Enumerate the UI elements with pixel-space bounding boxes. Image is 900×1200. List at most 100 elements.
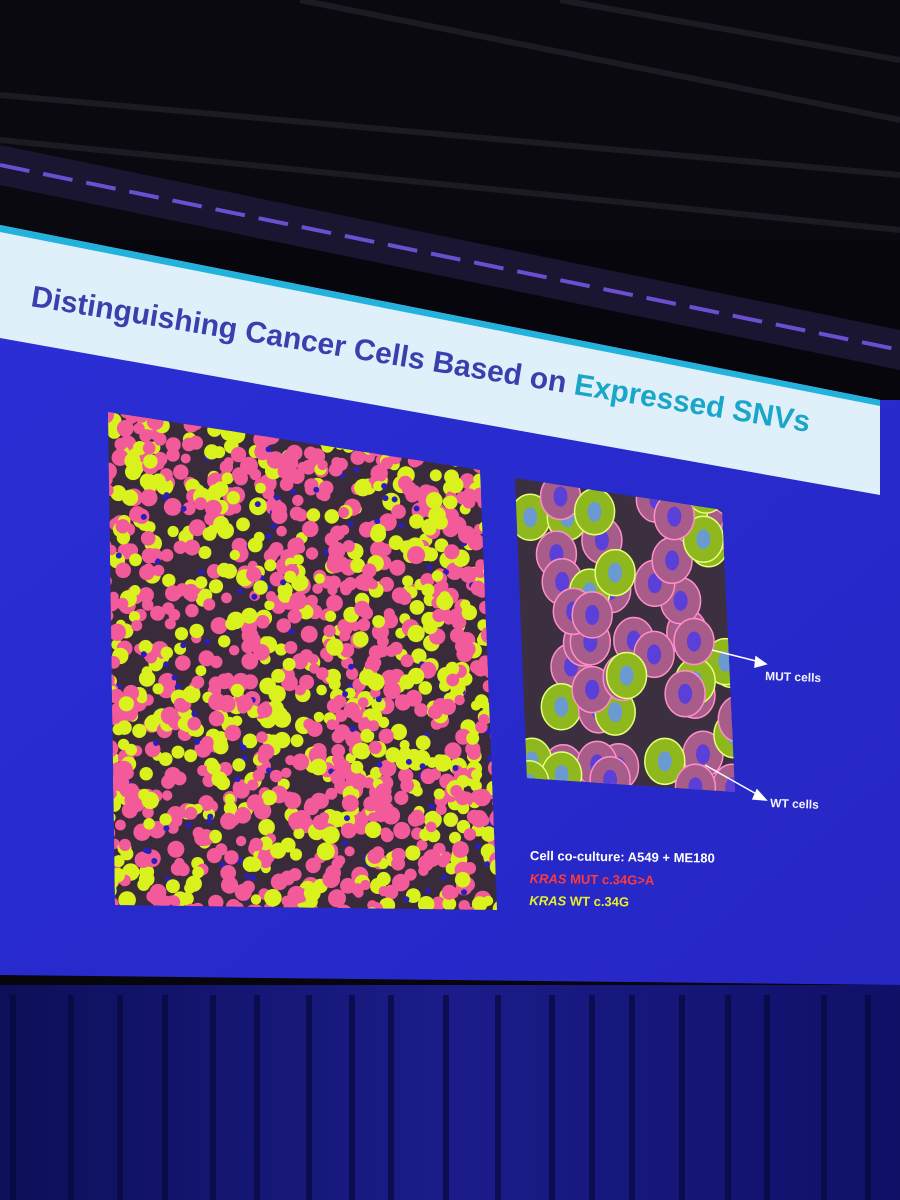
cell [362,563,377,578]
cell [444,742,462,760]
cell [287,885,306,904]
cell [175,683,182,690]
cell [165,879,180,894]
cell [118,891,136,909]
cell [264,600,275,611]
cell [354,600,370,617]
cell [391,504,406,519]
cell [419,763,426,770]
cell [323,624,336,638]
cell [282,657,296,671]
cell [474,843,481,850]
cell [325,787,338,800]
nucleus [673,590,688,611]
cell [470,810,488,828]
arrow [711,649,761,663]
cell [443,812,458,827]
cell [331,744,346,758]
cell [440,874,447,881]
fold [349,995,355,1200]
cell [204,499,222,517]
cell [432,608,446,623]
cell [195,665,207,677]
cell [350,558,366,573]
cell [138,788,151,801]
cell [142,441,156,455]
arrow [704,764,761,797]
cell [265,767,272,774]
cell [289,506,304,521]
cell [324,509,340,524]
cell [160,646,173,659]
cell [416,839,428,851]
cell [439,698,456,716]
cell [167,840,185,858]
cell [331,730,345,744]
fold [162,995,168,1200]
cell [290,734,304,748]
wt-label: WT cells [770,796,819,812]
cell [184,539,200,556]
cell [317,459,328,471]
cell [425,492,443,509]
cell [470,791,483,803]
cell [258,818,275,836]
cell [249,837,263,852]
cell [371,878,382,889]
cell [407,546,426,565]
nucleus [657,751,672,772]
cell [229,645,240,656]
nucleus [594,530,609,551]
cell [201,736,214,749]
cell [153,740,160,746]
cell [284,641,298,654]
cell [402,575,414,587]
cell [304,446,318,460]
cell [143,454,158,469]
cell [274,494,280,501]
cell [409,485,421,497]
cell [241,652,259,670]
cell [350,760,364,774]
cell [405,888,421,903]
cell [195,576,208,589]
cell [326,698,342,714]
cell [138,871,155,887]
nucleus [647,573,662,594]
cell [484,861,491,868]
cell [229,549,240,561]
cell [354,574,370,591]
arrow-head [751,788,768,801]
cell [400,778,415,793]
nucleus [554,696,569,717]
cell [478,714,490,725]
cell [266,451,285,469]
cell [279,477,294,492]
cell [173,540,187,554]
gene: KRAS [530,871,567,887]
cell [246,566,262,583]
cell [171,745,185,759]
cell [116,420,134,437]
cell [326,719,338,730]
cell [143,847,150,854]
cell [316,842,335,861]
cell [292,753,310,771]
cell [232,758,246,772]
cell [115,552,122,559]
cell [241,755,248,762]
nucleus [585,604,600,625]
cell [189,435,203,450]
cell [338,507,349,518]
cell [293,554,304,565]
cell [378,728,394,744]
variant: MUT c.34G>A [570,872,655,888]
cell [471,896,488,910]
cell [315,667,329,680]
cell [354,478,372,497]
cell [189,623,204,639]
cell [231,537,248,554]
cell [230,683,245,698]
nucleus [554,765,569,785]
